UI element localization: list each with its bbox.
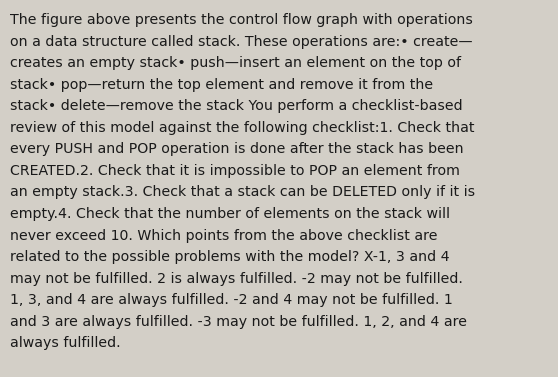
- Text: always fulfilled.: always fulfilled.: [10, 336, 121, 350]
- Text: review of this model against the following checklist:1. Check that: review of this model against the followi…: [10, 121, 474, 135]
- Text: The figure above presents the control flow graph with operations: The figure above presents the control fl…: [10, 13, 473, 27]
- Text: stack• pop—return the top element and remove it from the: stack• pop—return the top element and re…: [10, 78, 433, 92]
- Text: may not be fulfilled. 2 is always fulfilled. -2 may not be fulfilled.: may not be fulfilled. 2 is always fulfil…: [10, 271, 463, 286]
- Text: 1, 3, and 4 are always fulfilled. -2 and 4 may not be fulfilled. 1: 1, 3, and 4 are always fulfilled. -2 and…: [10, 293, 453, 307]
- Text: on a data structure called stack. These operations are:• create—: on a data structure called stack. These …: [10, 35, 473, 49]
- Text: an empty stack.3. Check that a stack can be DELETED only if it is: an empty stack.3. Check that a stack can…: [10, 185, 475, 199]
- Text: empty.4. Check that the number of elements on the stack will: empty.4. Check that the number of elemen…: [10, 207, 450, 221]
- Text: related to the possible problems with the model? X-1, 3 and 4: related to the possible problems with th…: [10, 250, 450, 264]
- Text: every PUSH and POP operation is done after the stack has been: every PUSH and POP operation is done aft…: [10, 143, 464, 156]
- Text: creates an empty stack• push—insert an element on the top of: creates an empty stack• push—insert an e…: [10, 56, 461, 70]
- Text: never exceed 10. Which points from the above checklist are: never exceed 10. Which points from the a…: [10, 228, 437, 242]
- Text: stack• delete—remove the stack You perform a checklist-based: stack• delete—remove the stack You perfo…: [10, 99, 463, 113]
- Text: CREATED.2. Check that it is impossible to POP an element from: CREATED.2. Check that it is impossible t…: [10, 164, 460, 178]
- Text: and 3 are always fulfilled. -3 may not be fulfilled. 1, 2, and 4 are: and 3 are always fulfilled. -3 may not b…: [10, 315, 467, 329]
